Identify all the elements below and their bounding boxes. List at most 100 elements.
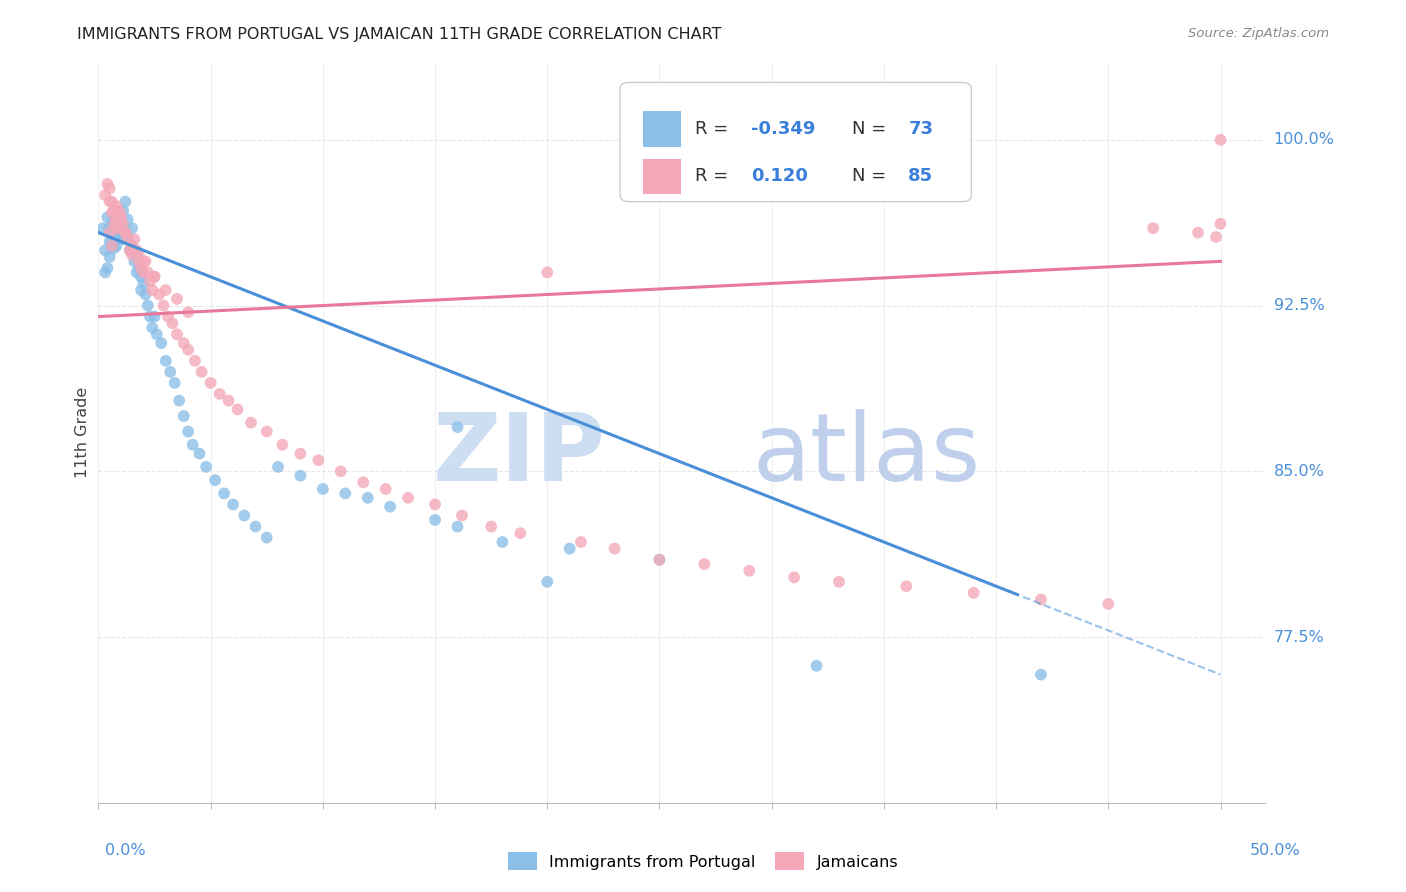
Point [1142,221,1164,235]
Point [188,447,211,461]
Point [125,248,148,262]
Point [558,541,581,556]
Point [146,327,169,342]
Point [110,212,132,227]
Point [141,283,163,297]
Text: R =: R = [695,168,734,186]
Point [103,203,125,218]
Point [738,564,761,578]
Point [105,208,128,222]
Point [307,453,329,467]
Point [112,232,135,246]
Text: ZIP: ZIP [433,409,606,500]
Point [783,570,806,584]
Point [118,244,141,258]
Text: IMMIGRANTS FROM PORTUGAL VS JAMAICAN 11TH GRADE CORRELATION CHART: IMMIGRANTS FROM PORTUGAL VS JAMAICAN 11T… [77,27,721,42]
Point [152,299,174,313]
Point [96,177,118,191]
Point [94,265,117,279]
Point [110,214,132,228]
Point [233,508,256,523]
Point [125,244,148,258]
Text: 92.5%: 92.5% [1274,298,1324,313]
Point [125,265,148,279]
Point [118,244,141,258]
Point [114,226,136,240]
Point [245,519,267,533]
Point [114,226,136,240]
Point [335,486,357,500]
Text: 77.5%: 77.5% [1274,630,1324,645]
Text: Source: ZipAtlas.com: Source: ZipAtlas.com [1188,27,1329,40]
Text: atlas: atlas [752,409,980,500]
Point [98,194,121,209]
Point [105,212,128,227]
Point [107,221,129,235]
Point [380,500,402,514]
Point [173,409,195,423]
Point [181,438,204,452]
Point [184,353,207,368]
Point [806,658,828,673]
Point [105,199,128,213]
Point [121,221,143,235]
Point [121,239,143,253]
Text: 85.0%: 85.0% [1274,464,1324,479]
Point [648,552,671,566]
Point [129,260,152,275]
Point [200,376,222,390]
Point [96,260,118,275]
Text: 50.0%: 50.0% [1250,843,1301,858]
Point [98,250,121,264]
Point [479,519,502,533]
Point [396,491,419,505]
Point [132,277,155,291]
Point [569,535,592,549]
Point [1187,226,1209,240]
Point [226,402,249,417]
Point [290,468,312,483]
Point [1209,217,1232,231]
Point [896,579,918,593]
Point [139,274,162,288]
Point [114,221,136,235]
Point [212,486,235,500]
Point [423,513,446,527]
Point [107,210,129,224]
Point [107,203,129,218]
Text: 85: 85 [908,168,934,186]
Text: -0.349: -0.349 [751,120,815,138]
Text: R =: R = [695,120,734,138]
Point [98,221,121,235]
Point [1209,133,1232,147]
Point [101,227,124,242]
Point [141,320,163,334]
Point [143,269,166,284]
Point [177,305,200,319]
Point [446,420,468,434]
Point [94,244,117,258]
Point [105,223,128,237]
Point [159,365,181,379]
Point [105,239,128,253]
Point [167,393,190,408]
Point [357,491,380,505]
Point [491,535,513,549]
Point [155,353,177,368]
Point [101,205,124,219]
Point [173,336,195,351]
Point [240,416,263,430]
Point [117,232,139,246]
Point [1097,597,1119,611]
Text: 0.120: 0.120 [751,168,807,186]
Point [451,508,474,523]
Point [103,241,125,255]
Point [156,310,179,324]
Text: N =: N = [852,120,893,138]
Point [136,265,159,279]
Point [962,586,984,600]
FancyBboxPatch shape [620,82,972,202]
Point [128,254,150,268]
Point [136,299,159,313]
Point [101,239,124,253]
